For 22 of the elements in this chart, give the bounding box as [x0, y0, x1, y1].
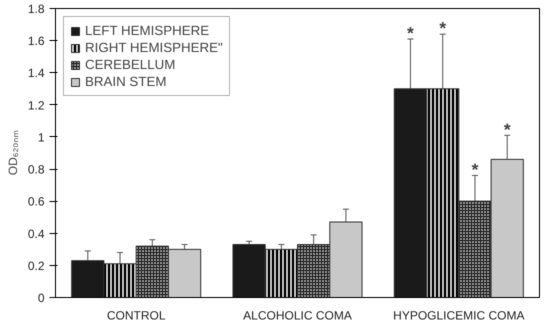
legend-label: BRAIN STEM: [85, 74, 166, 89]
x-tick-label: ALCOHOLIC COMA: [243, 308, 352, 322]
y-axis-title: OD₆₂₀ₙₘ: [6, 130, 20, 176]
legend-label: LEFT HEMISPHERE: [85, 23, 210, 38]
data-label: *: [407, 23, 414, 44]
y-tick-label: 0: [38, 291, 45, 305]
y-tick-label: 1.4: [28, 66, 45, 80]
y-tick-label: 1.2: [28, 98, 45, 112]
legend-label: CEREBELLUM: [85, 57, 176, 72]
y-tick-label: 1.6: [28, 34, 45, 48]
data-label: *: [504, 119, 511, 140]
y-tick-label: 1: [38, 130, 45, 144]
y-tick-label: 0.6: [28, 194, 45, 209]
x-tick-label: CONTROL: [106, 308, 166, 322]
y-tick-label: 1.8: [28, 2, 45, 16]
legend-label: RIGHT HEMISPHERE": [85, 40, 223, 55]
y-tick-label: 0.4: [28, 226, 45, 241]
y-tick-label: 0.2: [28, 258, 45, 273]
x-tick-label: HYPOGLICEMIC COMA: [393, 308, 525, 322]
y-tick-label: 0.8: [28, 162, 45, 177]
data-label: *: [439, 18, 446, 38]
data-label: *: [472, 159, 479, 180]
